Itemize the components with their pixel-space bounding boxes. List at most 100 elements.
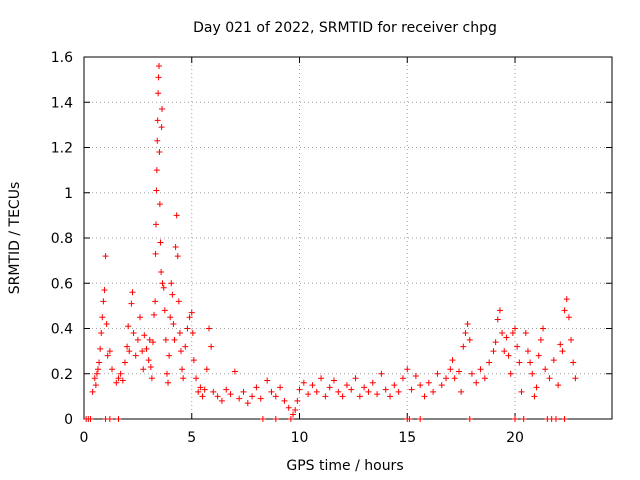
data-point [168, 280, 175, 287]
data-point [175, 298, 182, 305]
data-point [535, 352, 542, 359]
data-point [186, 314, 193, 321]
data-point [240, 388, 247, 395]
data-point [153, 167, 160, 174]
data-point [158, 268, 165, 275]
data-point [172, 244, 179, 251]
data-point [352, 375, 359, 382]
data-point [143, 345, 150, 352]
data-point [294, 397, 301, 404]
data-point [95, 366, 102, 373]
data-point [546, 375, 553, 382]
x-tick-label: 5 [187, 430, 196, 446]
data-point [272, 393, 279, 400]
data-point [561, 416, 568, 422]
data-point [557, 341, 564, 348]
data-point [361, 384, 368, 391]
x-axis-title: GPS time / hours [286, 458, 403, 474]
grid-lines [84, 57, 612, 419]
data-point [322, 393, 329, 400]
x-axis-tick-labels: 0 5 10 15 20 [80, 430, 524, 446]
data-point [236, 395, 243, 402]
y-tick-label: 1.6 [51, 50, 73, 66]
data-point [501, 348, 508, 355]
data-point [494, 316, 501, 323]
data-point [155, 63, 162, 70]
data-point [148, 375, 155, 382]
data-point [281, 397, 288, 404]
data-point [180, 375, 187, 382]
data-point [130, 330, 137, 337]
data-point [159, 106, 166, 113]
data-point [173, 212, 180, 219]
data-point [464, 320, 471, 327]
data-point [455, 368, 462, 375]
data-point [128, 300, 135, 307]
data-point [104, 352, 111, 359]
data-point [151, 311, 158, 318]
data-point [157, 239, 164, 246]
data-point [188, 309, 195, 316]
data-point [170, 320, 177, 327]
data-point [87, 416, 94, 422]
data-point [156, 201, 163, 208]
data-point [568, 336, 575, 343]
y-axis-tick-labels: 0 0.2 0.4 0.6 0.8 1 1.2 1.4 1.6 [51, 50, 73, 428]
data-point [343, 382, 350, 389]
data-point [537, 336, 544, 343]
data-point [512, 416, 519, 422]
data-point [147, 363, 154, 370]
data-point [218, 397, 225, 404]
data-point [115, 416, 122, 422]
y-tick-label: 0.6 [51, 276, 73, 292]
data-point [119, 377, 126, 384]
data-point [313, 388, 320, 395]
data-point [106, 416, 113, 422]
chart-title: Day 021 of 2022, SRMTID for receiver chp… [193, 20, 497, 36]
data-point [339, 393, 346, 400]
data-point [149, 339, 156, 346]
data-point [182, 343, 189, 350]
data-point [98, 330, 105, 337]
data-point [462, 330, 469, 337]
data-point [378, 370, 385, 377]
data-point [524, 348, 531, 355]
data-point [533, 384, 540, 391]
data-point [512, 325, 519, 332]
data-point [169, 291, 176, 298]
data-point [496, 307, 503, 314]
data-point [162, 336, 169, 343]
data-point [387, 393, 394, 400]
y-tick-label: 0 [64, 412, 73, 428]
data-point [152, 221, 159, 228]
data-point [559, 348, 566, 355]
data-point [96, 359, 103, 366]
data-point [113, 379, 120, 386]
data-point [189, 330, 196, 337]
y-tick-label: 1.2 [51, 141, 73, 157]
data-point [210, 388, 217, 395]
data-point [399, 375, 406, 382]
data-point [296, 386, 303, 393]
y-tick-label: 0.8 [51, 231, 73, 247]
data-point [141, 332, 148, 339]
data-point [146, 336, 153, 343]
data-point [106, 348, 113, 355]
data-point [109, 366, 116, 373]
data-point [179, 366, 186, 373]
data-point [499, 330, 506, 337]
data-point [132, 352, 139, 359]
data-point [193, 375, 200, 382]
data-point [348, 386, 355, 393]
data-point [166, 352, 173, 359]
data-point [91, 375, 98, 382]
data-point [160, 284, 167, 291]
data-point [466, 336, 473, 343]
data-point [527, 359, 534, 366]
data-point [223, 386, 230, 393]
data-point [121, 359, 128, 366]
data-point [93, 370, 100, 377]
data-point [277, 384, 284, 391]
data-point [227, 391, 234, 398]
